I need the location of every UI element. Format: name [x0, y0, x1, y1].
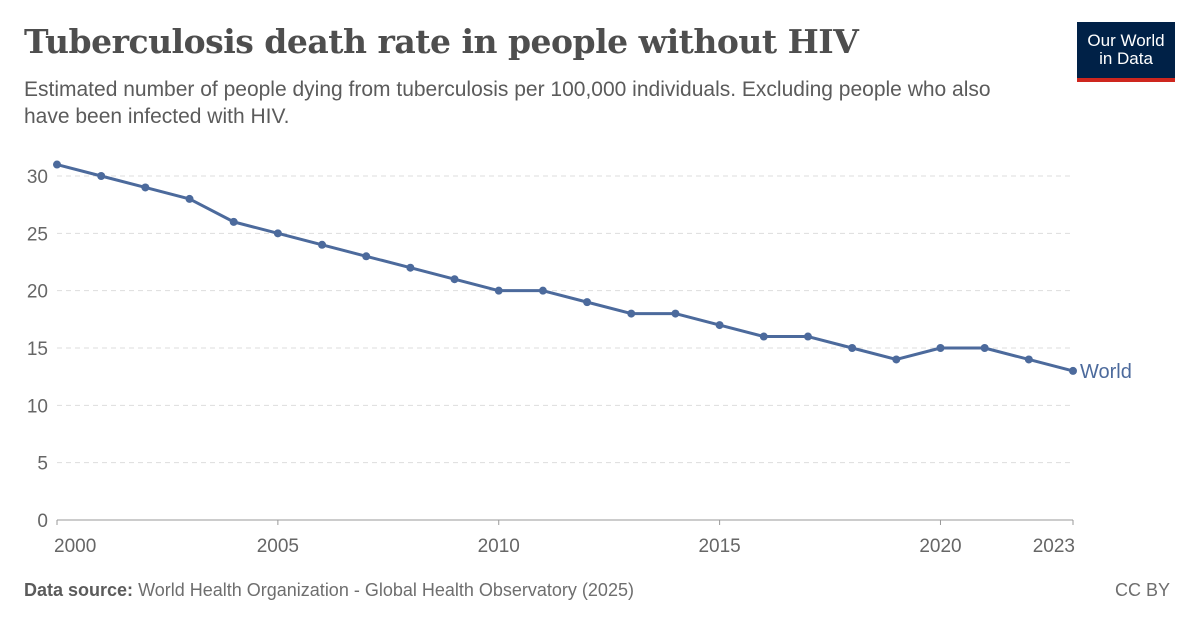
- y-tick-label: 15: [27, 339, 48, 360]
- x-tick-label: 2000: [54, 536, 96, 557]
- data-point: [848, 344, 857, 352]
- x-tick-label: 2023: [1033, 536, 1075, 557]
- series-line-world: [56, 163, 1074, 373]
- data-point: [185, 194, 194, 203]
- data-point: [1069, 366, 1077, 375]
- data-point: [97, 172, 106, 180]
- x-tick-label: 2020: [919, 536, 961, 557]
- source-label: Data source:: [24, 580, 134, 600]
- data-point: [892, 355, 901, 364]
- y-tick-label: 20: [27, 282, 48, 303]
- logo-line-2: in Data: [1099, 49, 1153, 68]
- data-point: [936, 344, 945, 352]
- data-point: [627, 309, 636, 318]
- data-point: [583, 298, 592, 307]
- data-point: [494, 286, 503, 295]
- data-point: [53, 160, 61, 169]
- data-point: [980, 344, 989, 352]
- source-text: World Health Organization - Global Healt…: [138, 580, 634, 600]
- data-point: [538, 286, 547, 295]
- x-tick-label: 2010: [478, 536, 520, 557]
- data-point: [318, 240, 327, 249]
- y-tick-label: 10: [27, 396, 48, 417]
- chart-title: Tuberculosis death rate in people withou…: [24, 22, 859, 61]
- y-tick-label: 30: [27, 167, 48, 188]
- logo-line-1: Our World: [1087, 31, 1165, 50]
- x-tick-label: 2005: [257, 536, 299, 557]
- y-tick-label: 0: [37, 511, 48, 532]
- chart-subtitle: Estimated number of people dying from tu…: [24, 78, 991, 128]
- data-point: [141, 183, 150, 192]
- y-tick-label: 25: [27, 224, 48, 245]
- y-tick-label: 5: [37, 454, 48, 475]
- x-tick-label: 2015: [698, 536, 740, 557]
- series-label: World: [1080, 361, 1132, 383]
- data-point: [803, 332, 812, 341]
- license-link[interactable]: CC BY: [1114, 580, 1170, 600]
- data-point: [759, 332, 768, 341]
- data-point: [1024, 355, 1033, 364]
- data-point: [450, 275, 459, 284]
- data-point: [362, 252, 371, 261]
- data-point: [715, 321, 724, 330]
- data-point: [273, 229, 282, 238]
- data-point: [406, 263, 415, 272]
- data-source: Data source: World Health Organization -…: [24, 580, 634, 601]
- owid-logo[interactable]: Our World in Data: [1077, 22, 1175, 82]
- data-point: [671, 309, 680, 318]
- data-point: [229, 217, 238, 226]
